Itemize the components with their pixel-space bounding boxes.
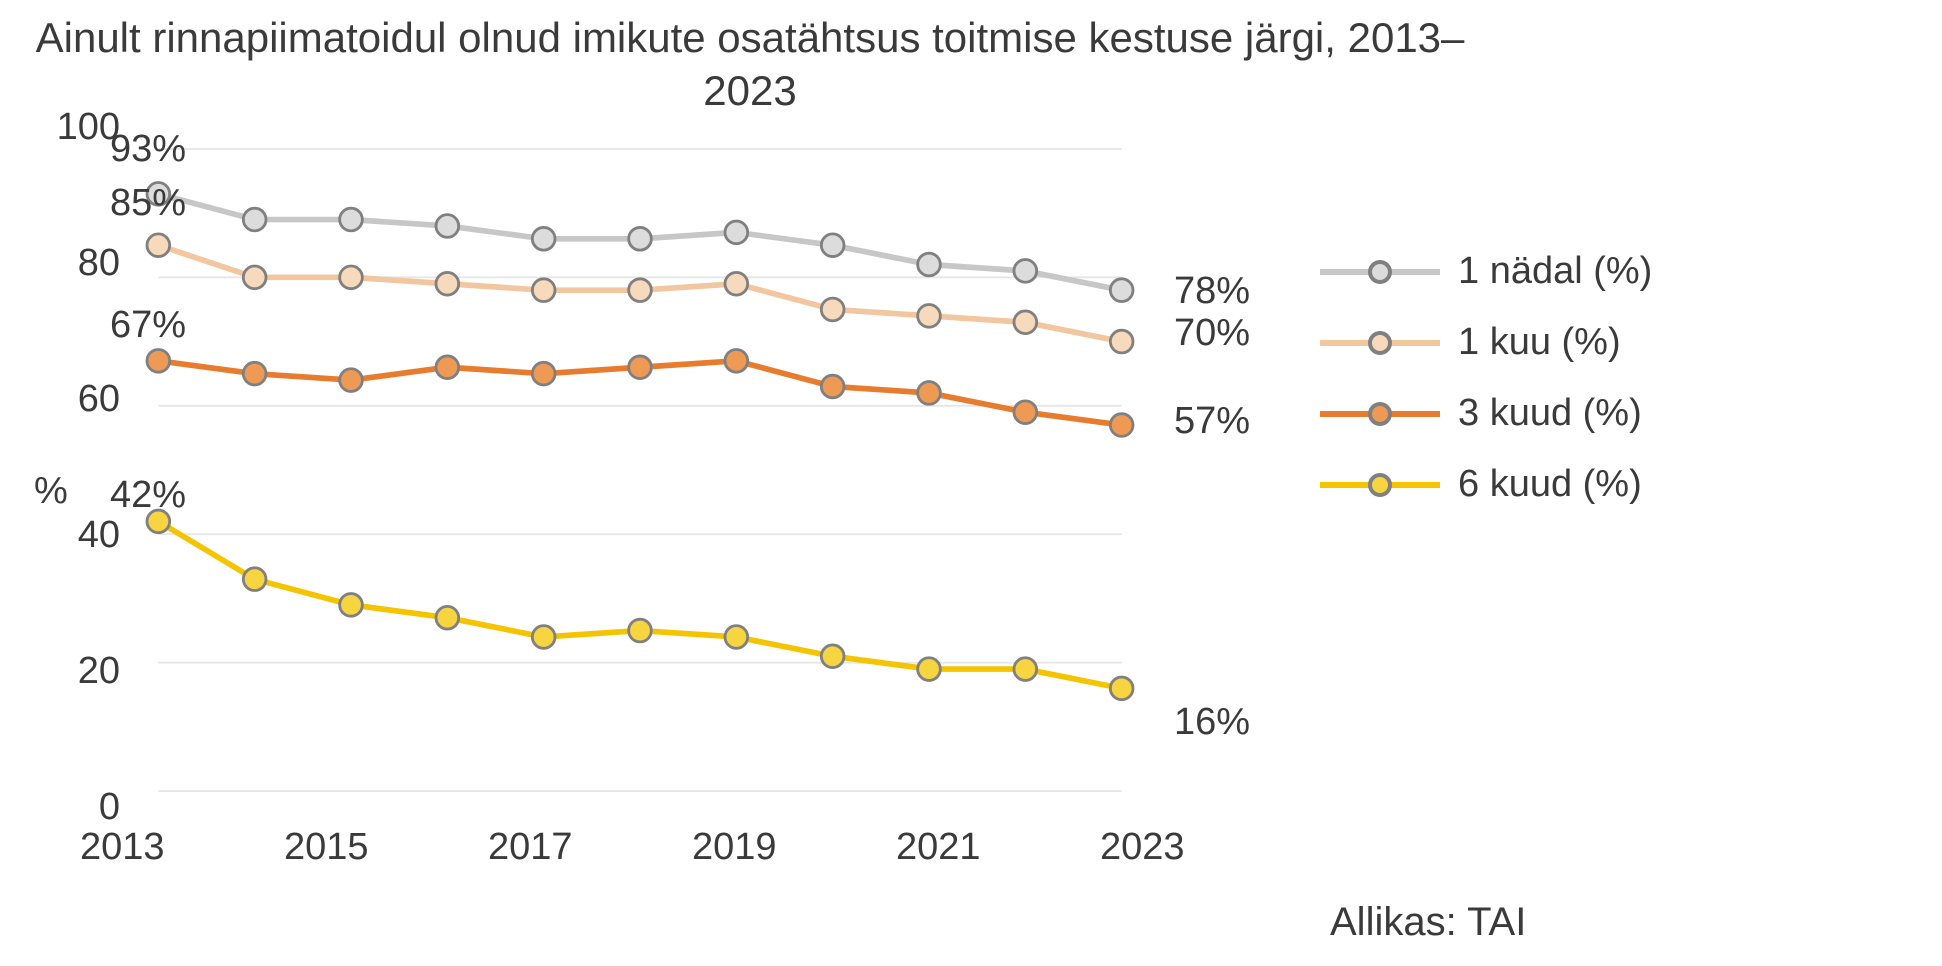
chart-title: Ainult rinnapiimatoidul olnud imikute os…: [0, 12, 1500, 117]
y-axis-title: %: [34, 470, 68, 513]
series-end-label: 70%: [1174, 312, 1250, 355]
y-tick-label: 60: [50, 378, 120, 421]
y-tick-label: 20: [50, 650, 120, 693]
legend-item: 1 kuu (%): [1320, 321, 1652, 364]
x-tick-label: 2023: [1100, 826, 1185, 869]
x-tick-label: 2021: [896, 826, 981, 869]
series-end-label: 78%: [1174, 270, 1250, 313]
legend-label: 6 kuud (%): [1458, 463, 1642, 506]
source-text: Allikas: TAI: [1330, 900, 1526, 945]
x-tick-label: 2019: [692, 826, 777, 869]
legend-label: 1 nädal (%): [1458, 250, 1652, 293]
legend-swatch: [1320, 252, 1440, 292]
legend-swatch: [1320, 323, 1440, 363]
y-tick-label: 0: [50, 786, 120, 829]
series-end-label: 16%: [1174, 701, 1250, 744]
y-tick-label: 80: [50, 242, 120, 285]
x-tick-label: 2015: [284, 826, 369, 869]
series-start-label: 67%: [110, 304, 186, 347]
legend-swatch: [1320, 465, 1440, 505]
legend-label: 3 kuud (%): [1458, 392, 1642, 435]
legend: 1 nädal (%) 1 kuu (%) 3 kuud (%) 6 kuud (%): [1320, 250, 1652, 534]
legend-item: 1 nädal (%): [1320, 250, 1652, 293]
x-tick-label: 2017: [488, 826, 573, 869]
legend-swatch: [1320, 394, 1440, 434]
x-tick-label: 2013: [80, 826, 165, 869]
plot-area: [130, 130, 1150, 810]
legend-label: 1 kuu (%): [1458, 321, 1621, 364]
series-start-label: 42%: [110, 474, 186, 517]
y-tick-label: 40: [50, 514, 120, 557]
series-start-label: 85%: [110, 182, 186, 225]
series-start-label: 93%: [110, 128, 186, 171]
chart-container: Ainult rinnapiimatoidul olnud imikute os…: [0, 0, 1942, 966]
series-end-label: 57%: [1174, 400, 1250, 443]
legend-item: 6 kuud (%): [1320, 463, 1652, 506]
legend-item: 3 kuud (%): [1320, 392, 1652, 435]
